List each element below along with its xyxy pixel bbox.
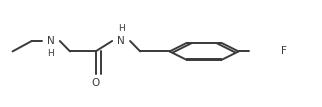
Text: H: H [118, 24, 125, 33]
Text: N: N [47, 36, 55, 46]
Text: N: N [117, 36, 125, 46]
Text: H: H [47, 49, 54, 58]
Text: O: O [91, 78, 100, 88]
Text: F: F [281, 46, 287, 56]
